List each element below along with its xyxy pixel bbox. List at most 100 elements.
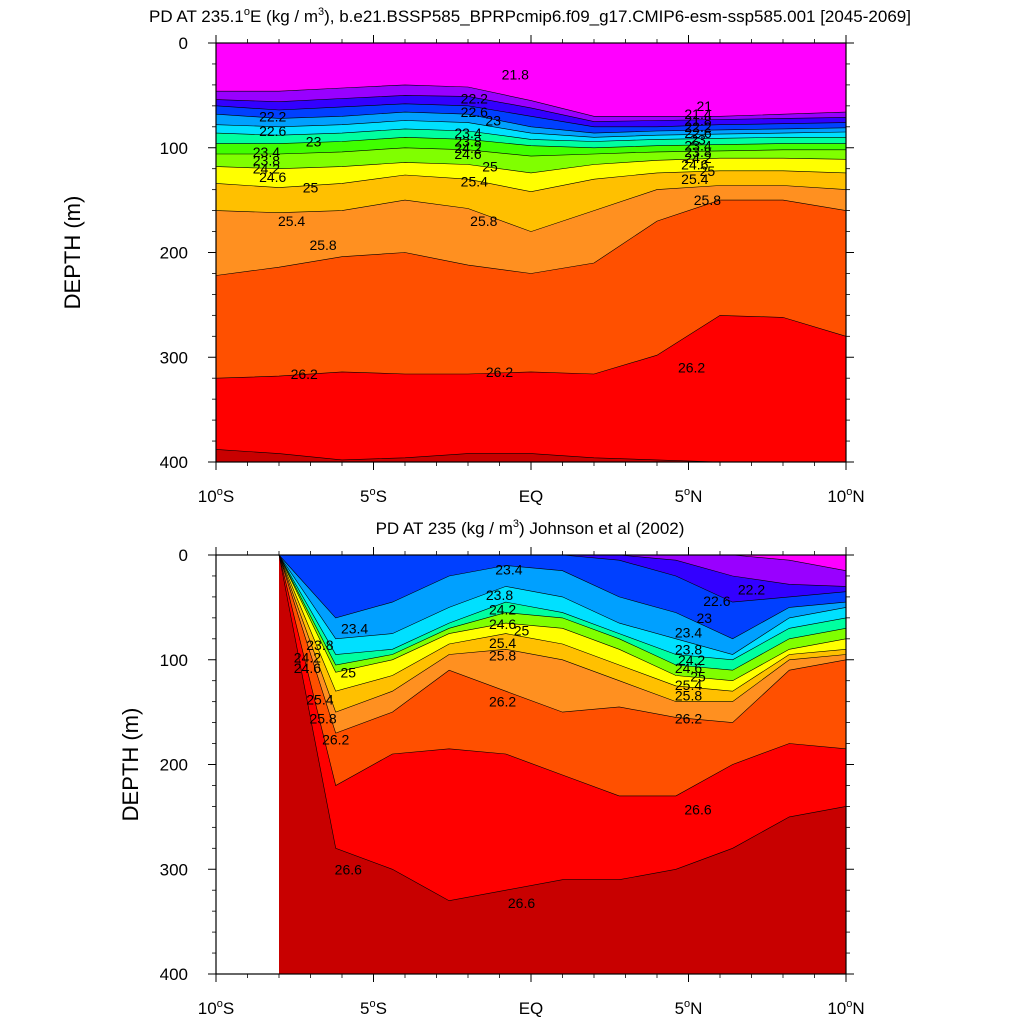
contour-label: 23.4 [495,562,522,578]
contour-line [278,554,847,692]
contour-line [215,157,847,174]
y-tick-label: 400 [160,965,188,984]
contour-label: 24.6 [489,616,516,632]
contour-line [215,170,847,193]
contour-label: 22.6 [259,123,286,139]
contour-label: 25.4 [306,692,333,708]
contour-line [215,128,846,142]
chart-title: PD AT 235.1oE (kg / m3), b.e21.BSSP585_B… [149,6,911,26]
y-axis-label: DEPTH (m) [118,708,143,822]
y-tick-label: 0 [179,34,188,53]
x-tick-label: 10oS [198,486,234,506]
contour-label: 25.4 [278,213,305,229]
contour-line [215,315,847,379]
contour-label: 23.4 [675,625,702,641]
contour-line [278,554,847,713]
contour-label: 22.6 [684,125,711,141]
x-tick-label: 5oN [675,998,703,1018]
contour-label: 26.2 [489,694,516,710]
contour-label: 25.4 [681,171,708,187]
contour-label: 21.8 [684,113,711,129]
contour-label: 22.2 [259,108,286,124]
contour-label: 26.2 [678,360,705,376]
contour-line [278,554,847,661]
contour-line [278,554,847,655]
axis-ticks: 0 100 200 300 400 10oS 5oS EQ 5oN 10oN [160,546,865,1018]
x-tick-label: 5oN [675,486,703,506]
contour-label: 26.2 [322,731,349,747]
contour-label: 25.8 [694,192,721,208]
contour-label: 24.2 [454,140,481,156]
density-band [216,43,846,117]
contour-label: 24.2 [253,161,280,177]
contour-label: 26.2 [486,364,513,380]
x-tick-label: 5oS [360,486,387,506]
contour-label: 24.2 [684,150,711,166]
contour-label: 24.6 [681,157,708,173]
contour-labels: 23.423.824.224.62525.425.826.226.623.423… [294,562,766,911]
contour-line [278,554,847,902]
contour-label: 21 [697,98,713,114]
contour-label: 25 [482,159,498,175]
contour-label: 25 [341,664,357,680]
contour-label: 23 [306,134,322,150]
contour-label: 23.8 [306,637,333,653]
contour-label: 25.4 [675,677,702,693]
contour-label: 23 [485,113,501,129]
y-tick-label: 200 [160,756,188,775]
contour-label: 26.2 [675,710,702,726]
density-band [216,315,846,462]
contour-line [278,554,847,797]
contour-line [215,120,847,138]
contour-label: 24.6 [259,169,286,185]
contour-label: 25 [700,163,716,179]
contour-label: 25.8 [489,648,516,664]
contour-label: 23.8 [454,134,481,150]
contour-label: 22.6 [703,593,730,609]
contour-label: 25.8 [470,213,497,229]
contour-label: 26.6 [508,895,535,911]
chart-panel-top: PD AT 235.1oE (kg / m3), b.e21.BSSP585_B… [60,6,911,506]
y-tick-label: 300 [160,348,188,367]
contour-label: 25.4 [461,173,488,189]
contour-label: 24.2 [678,652,705,668]
y-tick-label: 100 [160,651,188,670]
density-band [279,555,846,571]
contour-label: 22.2 [738,582,765,598]
contour-label: 25.8 [309,237,336,253]
x-tick-label: 10oN [827,486,864,506]
contour-label: 25 [690,669,706,685]
x-tick-label: 10oN [827,998,864,1018]
contour-label: 22.2 [684,119,711,135]
contour-line [278,554,847,682]
contour-label: 23.4 [684,138,711,154]
contour-label: 26.6 [684,802,711,818]
y-tick-label: 0 [179,546,188,565]
contour-line [216,136,846,149]
contour-labels: 21.822.222.62323.423.824.224.62525.425.8… [253,66,721,382]
x-tick-label: EQ [519,487,544,506]
contour-label: 26.6 [335,861,362,877]
contour-label: 24.2 [294,650,321,666]
x-tick-label: 5oS [360,998,387,1018]
contour-label: 22.6 [461,104,488,120]
y-tick-label: 300 [160,860,188,879]
y-tick-label: 100 [160,139,188,158]
x-tick-label: 10oS [198,998,234,1018]
contour-line [215,103,847,128]
contour-label: 25.8 [309,710,336,726]
contour-line [215,95,847,122]
contour-line [216,147,846,157]
contour-label: 24.6 [294,660,321,676]
y-tick-label: 200 [160,244,188,263]
contour-lines [215,84,847,463]
y-tick-label: 400 [160,453,188,472]
contour-line [278,554,847,671]
contour-label: 23.8 [486,587,513,603]
contour-label: 25 [514,622,530,638]
contour-label: 23 [697,610,713,626]
contour-line [278,554,847,640]
filled-contours [216,555,846,974]
contour-line [216,84,847,117]
